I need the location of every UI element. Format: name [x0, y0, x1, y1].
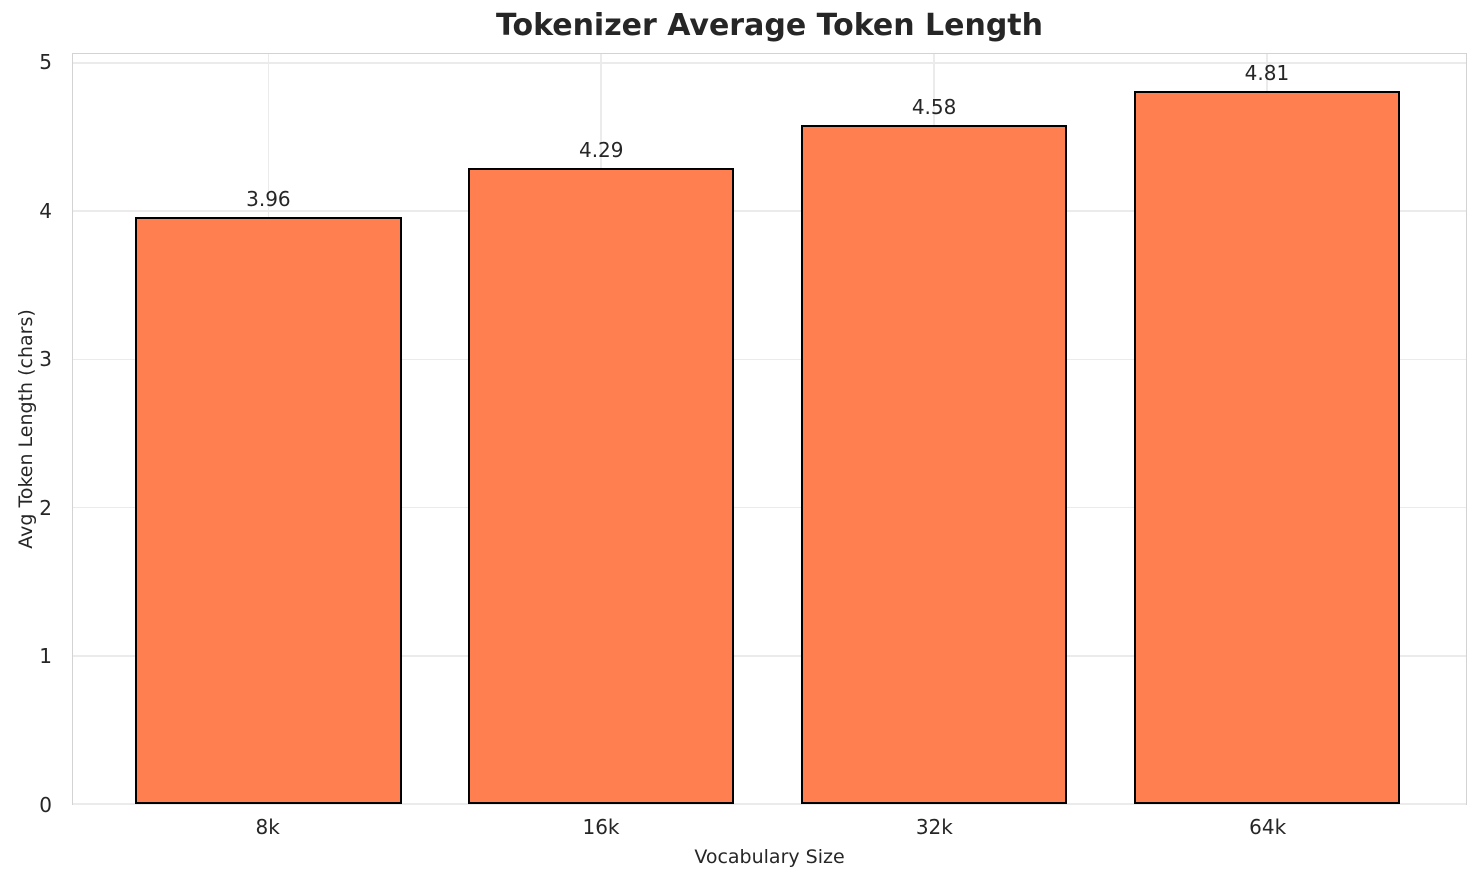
h-gridline [73, 358, 1466, 361]
h-gridline [73, 655, 1466, 657]
y-tick-label: 1 [39, 644, 52, 669]
y-tick-label: 4 [39, 198, 52, 223]
x-tick-label: 32k [915, 815, 953, 839]
x-axis-label: Vocabulary Size [694, 846, 845, 868]
y-axis-ticks: 0 1 2 3 4 5 [0, 49, 62, 817]
h-gridline [73, 210, 1466, 212]
bar-value-label: 4.81 [1244, 61, 1290, 86]
bar-64k [1133, 91, 1401, 804]
x-tick-label: 8k [255, 815, 280, 839]
bar-16k [468, 168, 735, 804]
y-tick-label: 2 [39, 495, 52, 520]
bar-value-label: 3.96 [246, 187, 291, 212]
bar-value-label: 4.29 [578, 138, 624, 163]
chart-title: Tokenizer Average Token Length [495, 8, 1043, 43]
h-gridline [73, 506, 1466, 509]
bar-value-label: 4.58 [911, 95, 957, 120]
y-tick-label: 5 [39, 49, 52, 74]
y-tick-label: 0 [39, 793, 52, 817]
bar-8k [135, 217, 402, 804]
plot-area: 3.96 4.29 4.58 4.81 [72, 53, 1467, 805]
h-gridline [73, 62, 1466, 64]
bar-32k [800, 125, 1068, 804]
y-tick-label: 3 [39, 347, 52, 372]
x-axis-ticks: 8k 16k 32k 64k [72, 815, 1467, 843]
h-gridline [73, 803, 1466, 805]
x-tick-label: 16k [582, 815, 620, 839]
x-tick-label: 64k [1249, 815, 1287, 839]
